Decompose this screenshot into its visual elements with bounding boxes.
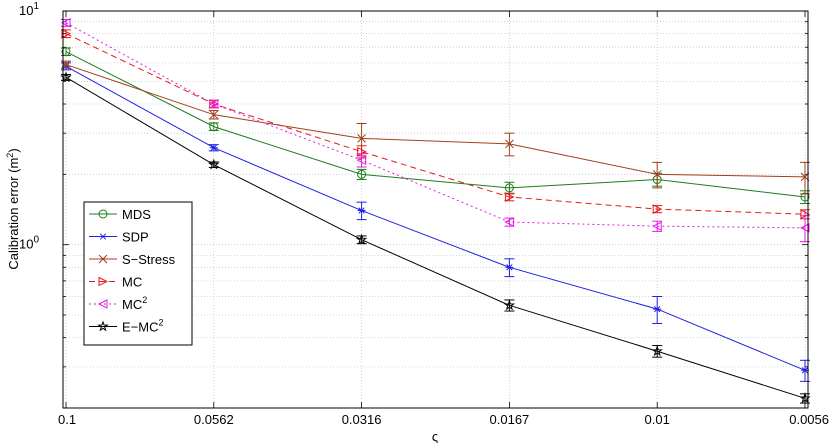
data-point — [209, 110, 219, 120]
legend-label-text: E−MC — [122, 320, 158, 335]
legend-label-sup: 2 — [158, 318, 163, 328]
legend-label: MDS — [122, 207, 151, 222]
x-tick-label: 0.01 — [645, 412, 670, 427]
y-tick-label-exp: 0 — [33, 235, 39, 246]
data-point — [97, 299, 108, 309]
data-point — [97, 320, 109, 332]
legend-label-text: S−Stress — [122, 252, 176, 267]
data-point — [209, 144, 218, 151]
legend-label-sup: 2 — [142, 295, 147, 305]
legend-label: S−Stress — [122, 252, 176, 267]
data-point — [98, 276, 109, 287]
y-axis-title-sup: 2 — [5, 153, 15, 158]
data-point — [505, 264, 514, 271]
series-e-mc2 — [60, 71, 811, 404]
series-line — [65, 65, 806, 371]
legend-item: E−MC2 — [89, 318, 164, 335]
x-tick-label: 0.0562 — [194, 412, 234, 427]
legend-label: MC2 — [122, 295, 147, 312]
y-tick-label-base: 10 — [19, 237, 33, 252]
series-layer — [60, 18, 811, 404]
legend-label-text: SDP — [122, 230, 149, 245]
data-point — [504, 217, 514, 227]
data-point — [208, 158, 220, 170]
data-point — [357, 207, 366, 214]
legend-label: E−MC2 — [122, 318, 164, 335]
data-point — [505, 139, 514, 149]
data-point — [60, 18, 71, 28]
x-tick-label: 0.0056 — [789, 412, 829, 427]
data-point — [356, 155, 367, 165]
data-point — [61, 28, 72, 39]
data-point — [652, 221, 662, 231]
y-axis-title-close: ) — [6, 148, 21, 152]
data-point — [357, 134, 366, 143]
legend-item: MC2 — [89, 295, 147, 312]
data-point — [99, 233, 107, 240]
data-point — [651, 345, 663, 357]
data-point — [209, 122, 219, 132]
data-point — [98, 209, 108, 219]
data-point — [357, 169, 367, 179]
data-point — [98, 254, 108, 264]
series-s-stress — [61, 60, 810, 195]
series-line — [65, 22, 806, 229]
legend-box — [83, 201, 193, 346]
x-tick-label: 0.1 — [58, 412, 76, 427]
grid — [63, 10, 808, 409]
y-tick-label-base: 10 — [19, 3, 33, 18]
data-point — [799, 223, 810, 233]
legend-label-text: MDS — [122, 207, 151, 222]
data-point — [652, 204, 663, 214]
series-mc2 — [60, 18, 810, 243]
x-tick-labels: 0.1 0.0562 0.0316 0.0167 0.01 0.0056 — [58, 412, 829, 427]
y-tick-label: 101 — [19, 1, 39, 18]
y-tick-label: 100 — [19, 235, 39, 252]
legend-label: MC — [122, 275, 142, 290]
data-point — [503, 299, 516, 311]
series-line — [65, 64, 806, 178]
series-line — [65, 76, 806, 399]
data-point — [208, 99, 219, 109]
data-point — [504, 192, 515, 202]
data-point — [504, 183, 514, 193]
legend-label-text: MC — [122, 297, 142, 312]
legend-item: SDP — [89, 230, 149, 245]
data-point — [653, 305, 662, 313]
series-line — [65, 51, 806, 198]
data-point — [61, 47, 71, 57]
y-tick-label-exp: 1 — [33, 1, 39, 12]
y-axis-title: Calibration error (m2) — [5, 148, 21, 269]
data-point — [652, 169, 662, 179]
legend-label-text: MC — [122, 275, 142, 290]
legend-item: MDS — [89, 207, 151, 222]
plot-frame — [62, 10, 809, 409]
legend-item: MC — [89, 275, 142, 290]
legend-item: S−Stress — [89, 252, 176, 267]
legend-label: SDP — [122, 230, 149, 245]
x-tick-label: 0.0316 — [342, 412, 382, 427]
y-axis-title-text: Calibration error (m — [6, 158, 21, 270]
series-sdp — [61, 62, 810, 382]
x-axis-title: ς — [432, 429, 438, 444]
x-tick-label: 0.0167 — [490, 412, 530, 427]
data-point — [355, 233, 368, 245]
